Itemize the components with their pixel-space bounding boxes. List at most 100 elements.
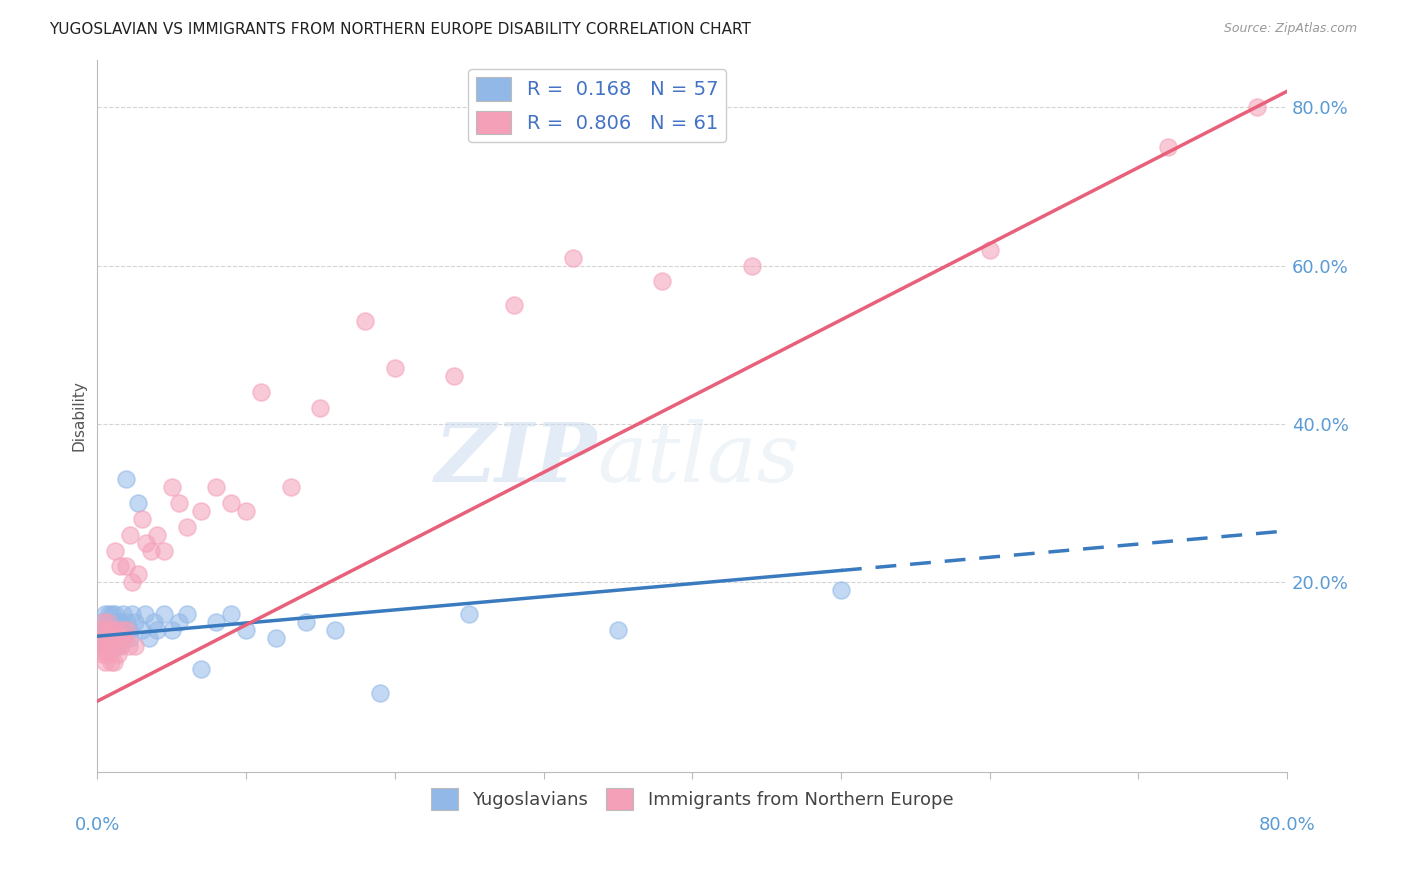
Point <box>354 314 377 328</box>
Point <box>104 639 127 653</box>
Point <box>368 686 391 700</box>
Point <box>107 623 129 637</box>
Point <box>117 639 139 653</box>
Point <box>741 259 763 273</box>
Point <box>160 623 183 637</box>
Point <box>114 559 136 574</box>
Point <box>101 607 124 621</box>
Point <box>138 631 160 645</box>
Point <box>294 615 316 629</box>
Y-axis label: Disability: Disability <box>72 381 86 451</box>
Point <box>107 647 129 661</box>
Text: 0.0%: 0.0% <box>75 816 120 834</box>
Point <box>121 575 143 590</box>
Text: YUGOSLAVIAN VS IMMIGRANTS FROM NORTHERN EUROPE DISABILITY CORRELATION CHART: YUGOSLAVIAN VS IMMIGRANTS FROM NORTHERN … <box>49 22 751 37</box>
Point <box>235 504 257 518</box>
Text: ZIP: ZIP <box>434 418 598 499</box>
Point <box>443 369 465 384</box>
Point <box>104 623 127 637</box>
Point <box>153 607 176 621</box>
Point <box>323 623 346 637</box>
Point <box>219 496 242 510</box>
Point <box>235 623 257 637</box>
Point <box>120 631 142 645</box>
Point <box>146 528 169 542</box>
Point <box>104 607 127 621</box>
Point <box>153 543 176 558</box>
Point <box>502 298 524 312</box>
Point <box>139 543 162 558</box>
Point <box>94 623 117 637</box>
Point <box>100 655 122 669</box>
Point <box>205 480 228 494</box>
Point <box>101 639 124 653</box>
Point <box>167 615 190 629</box>
Point <box>101 623 124 637</box>
Point <box>100 615 122 629</box>
Point <box>105 631 128 645</box>
Point <box>108 631 131 645</box>
Point <box>114 472 136 486</box>
Point <box>160 480 183 494</box>
Point <box>830 583 852 598</box>
Point <box>384 361 406 376</box>
Point <box>131 623 153 637</box>
Point <box>91 639 114 653</box>
Point <box>97 615 120 629</box>
Point <box>107 639 129 653</box>
Point <box>108 615 131 629</box>
Point <box>103 631 125 645</box>
Point <box>103 655 125 669</box>
Point <box>458 607 481 621</box>
Point <box>190 504 212 518</box>
Point <box>91 623 114 637</box>
Point <box>121 607 143 621</box>
Text: atlas: atlas <box>598 418 800 499</box>
Point <box>96 639 118 653</box>
Point <box>280 480 302 494</box>
Point <box>167 496 190 510</box>
Point <box>176 607 198 621</box>
Point <box>98 647 121 661</box>
Point <box>97 631 120 645</box>
Point <box>98 607 121 621</box>
Point <box>111 623 134 637</box>
Point <box>190 663 212 677</box>
Point <box>90 647 112 661</box>
Point <box>124 639 146 653</box>
Point <box>1157 139 1180 153</box>
Point <box>219 607 242 621</box>
Point <box>131 512 153 526</box>
Point <box>115 623 138 637</box>
Point <box>89 623 111 637</box>
Point <box>651 274 673 288</box>
Point <box>979 243 1001 257</box>
Point <box>105 623 128 637</box>
Point <box>91 639 114 653</box>
Point <box>606 623 628 637</box>
Point <box>100 631 122 645</box>
Point <box>90 631 112 645</box>
Point <box>103 615 125 629</box>
Point <box>104 543 127 558</box>
Point <box>90 615 112 629</box>
Point <box>111 607 134 621</box>
Point <box>142 615 165 629</box>
Point <box>101 631 124 645</box>
Point <box>115 615 138 629</box>
Point <box>120 528 142 542</box>
Point <box>97 639 120 653</box>
Point <box>146 623 169 637</box>
Point <box>309 401 332 416</box>
Point <box>112 631 135 645</box>
Point <box>94 631 117 645</box>
Legend: Yugoslavians, Immigrants from Northern Europe: Yugoslavians, Immigrants from Northern E… <box>423 780 960 817</box>
Point <box>562 251 585 265</box>
Point <box>108 559 131 574</box>
Point <box>105 615 128 629</box>
Point <box>134 607 156 621</box>
Point <box>100 639 122 653</box>
Point <box>97 615 120 629</box>
Point <box>250 385 273 400</box>
Point <box>110 623 132 637</box>
